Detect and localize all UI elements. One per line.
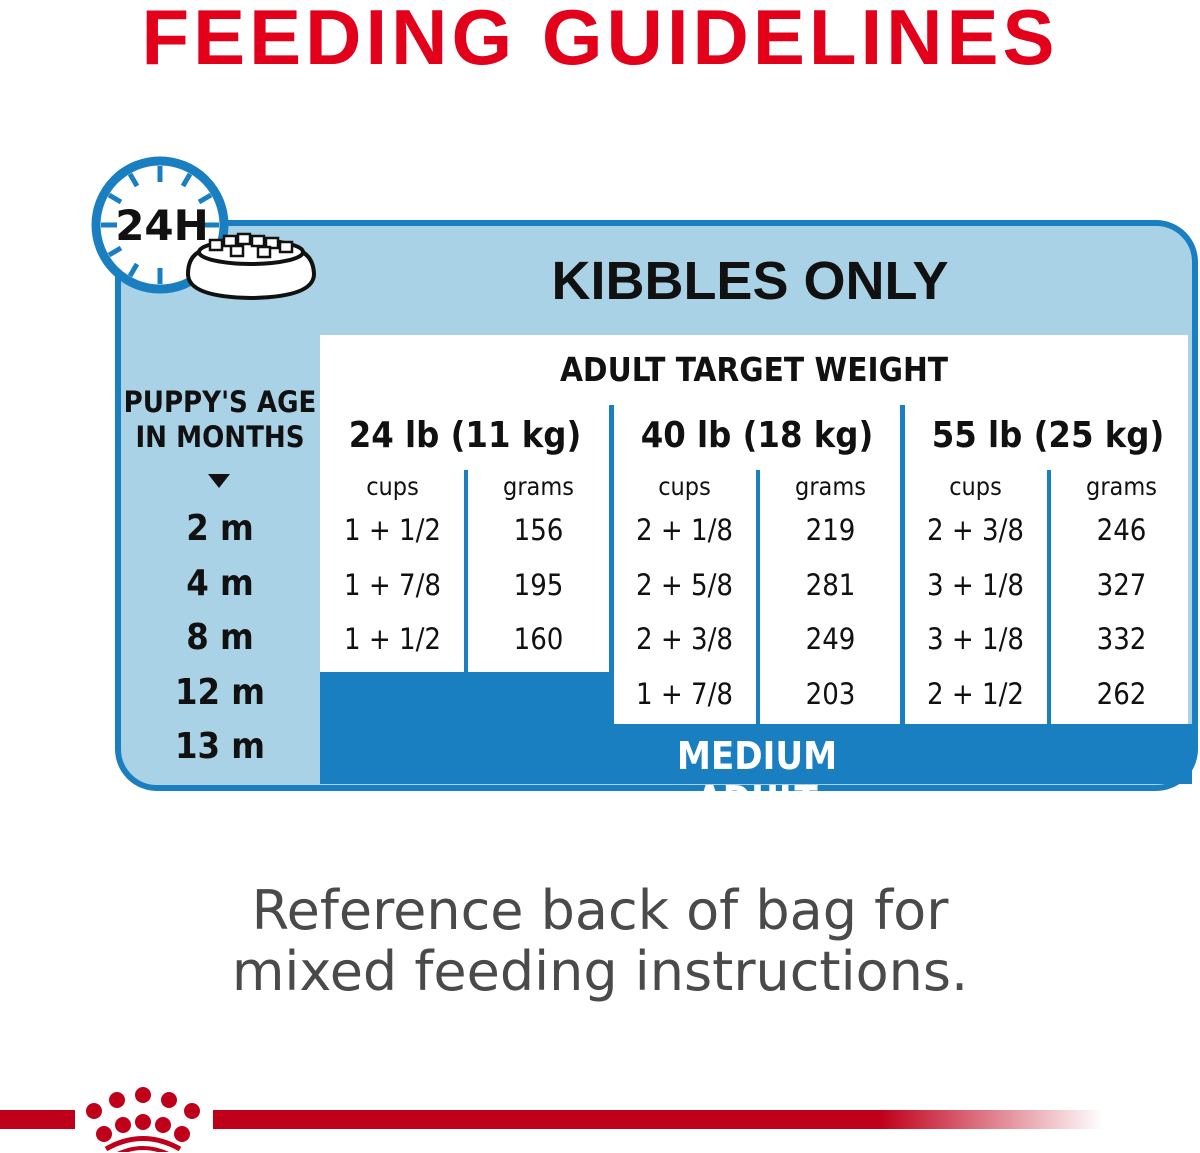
age-row: 2 m [186,508,254,549]
cups-header: cups [658,472,711,501]
age-header: PUPPY'S AGE IN MONTHS [120,385,320,455]
target-weight-header: ADULT TARGET WEIGHT [559,350,949,389]
clock-label: 24H [115,201,209,250]
column-divider [609,405,614,725]
age-row: 13 m [174,726,266,767]
note-line1: Reference back of bag for [251,879,949,942]
age-row: 4 m [186,563,254,604]
grams-header: grams [503,472,574,501]
grams-cell: 262 [1096,677,1147,711]
page-title: FEEDING GUIDELINES [141,0,1059,81]
cups-cell: 1 + 1/2 [343,513,441,547]
cups-cell: 3 + 1/8 [926,622,1024,656]
transition-label: MEDIUM ADULT [676,734,838,822]
cups-cell: 2 + 1/2 [926,677,1024,711]
age-header-line1: PUPPY'S AGE [123,385,317,419]
grams-cell: 327 [1096,568,1147,602]
weight-header: 40 lb (18 kg) [640,415,874,456]
royal-canin-crown-logo [86,1087,200,1152]
grams-cell: 160 [513,622,564,656]
age-header-line2: IN MONTHS [135,420,305,454]
grams-cell: 203 [805,677,856,711]
cups-cell: 3 + 1/8 [926,568,1024,602]
grams-cell: 281 [805,568,856,602]
transition-band [612,724,1192,784]
cups-cell: 1 + 1/2 [343,622,441,656]
grams-cell: 156 [513,513,564,547]
grams-header: grams [1086,472,1157,501]
grams-cell: 249 [805,622,856,656]
cups-cell: 2 + 5/8 [635,568,733,602]
subcolumn-divider [464,470,468,672]
cups-cell: 1 + 7/8 [343,568,441,602]
grams-cell: 246 [1096,513,1147,547]
weight-header: 55 lb (25 kg) [931,415,1165,456]
panel-heading: KIBBLES ONLY [551,251,949,311]
cups-cell: 1 + 7/8 [635,677,733,711]
footer-rule-left [0,1110,75,1129]
cups-header: cups [949,472,1002,501]
grams-cell: 332 [1096,622,1147,656]
age-row: 8 m [186,617,254,658]
column-divider [900,405,905,725]
cups-cell: 2 + 3/8 [926,513,1024,547]
cups-cell: 2 + 3/8 [635,622,733,656]
subcolumn-divider [756,470,760,725]
down-arrow-icon [208,474,230,488]
weight-header: 24 lb (11 kg) [348,415,582,456]
grams-cell: 219 [805,513,856,547]
footer-rule-right [213,1110,1103,1129]
cups-header: cups [366,472,419,501]
mixed-feeding-note: Reference back of bag for mixed feeding … [0,880,1200,1002]
clock-24h-with-food-bowl-icon: 24H [91,156,317,301]
grams-cell: 195 [513,568,564,602]
transition-band-left [320,672,612,784]
note-line2: mixed feeding instructions. [231,940,969,1003]
grams-header: grams [795,472,866,501]
cups-cell: 2 + 1/8 [635,513,733,547]
subcolumn-divider [1047,470,1051,725]
age-row: 12 m [174,672,266,713]
